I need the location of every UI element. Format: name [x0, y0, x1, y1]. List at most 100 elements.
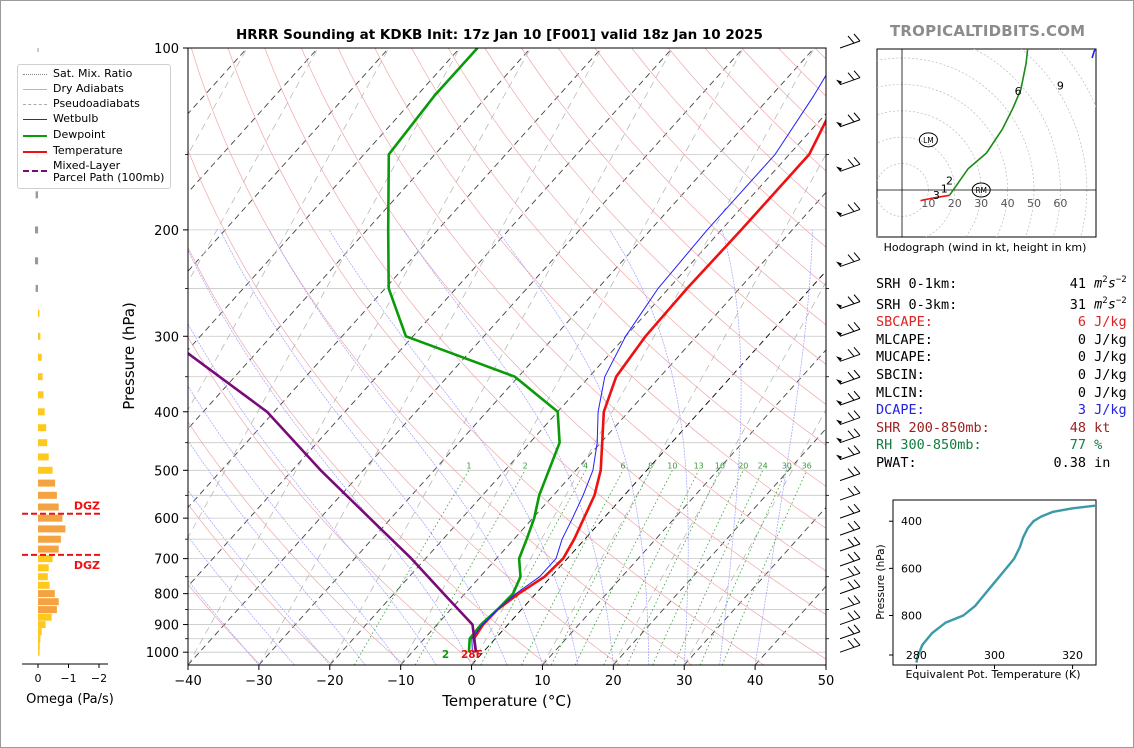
wind-barb: [839, 610, 861, 626]
legend-item-sat-mix-ratio: Sat. Mix. Ratio: [18, 67, 170, 82]
param-value: 0: [1077, 331, 1086, 348]
param-unit: J/kg: [1094, 384, 1127, 401]
isotherm: [329, 112, 826, 665]
dry-adiabat: [188, 336, 477, 665]
pseudoadiabat: [188, 385, 401, 665]
omega-bar: [38, 491, 57, 499]
legend-swatch: [23, 104, 47, 105]
mixing-ratio-line: [353, 470, 470, 665]
barb-feather: [847, 538, 855, 547]
param-value: 3: [1077, 402, 1086, 419]
barb-feather: [853, 202, 861, 210]
barb-feather: [847, 581, 855, 589]
pseudoadiabat-ref: [188, 48, 531, 665]
omega-bar: [38, 309, 40, 317]
legend: Sat. Mix. Ratio Dry Adiabats Pseudoadiab…: [17, 64, 171, 189]
wind-barb: [839, 33, 861, 49]
isotherm: [188, 48, 319, 194]
legend-swatch: [23, 170, 47, 172]
barb-feather: [847, 296, 855, 304]
theta-e-panel: 280 300 320 400 600 800 Equivalent Pot. Tempe…: [875, 499, 1097, 681]
param-unit: m2s−2: [1094, 275, 1127, 292]
barb-staff: [839, 602, 861, 611]
barb-feather: [847, 348, 855, 357]
barb-staff: [839, 543, 861, 552]
legend-swatch: [23, 74, 47, 75]
param-value: 48: [1069, 419, 1086, 436]
wind-barb: [839, 551, 861, 567]
dry-adiabat: [484, 48, 826, 405]
barb-flag: [836, 437, 842, 443]
wind-barb: [839, 579, 861, 595]
legend-label: Sat. Mix. Ratio: [53, 67, 133, 80]
barb-staff: [839, 376, 861, 385]
omega-bar: [38, 606, 57, 614]
barb-feather: [853, 624, 861, 633]
param-row-mucape: MUCAPE: 0 J/kg: [876, 349, 1127, 367]
barb-flag: [836, 121, 842, 127]
x-tick-label: 20: [605, 674, 622, 689]
omega-bar: [38, 613, 52, 621]
hodo-height-label: 1: [941, 183, 948, 196]
legend-label: Mixed-Layer Parcel Path (100mb): [53, 159, 165, 184]
barb-feather: [847, 430, 855, 438]
wind-barb: [839, 466, 861, 482]
barb-staff: [839, 119, 861, 128]
dgz-label: DGZ: [74, 559, 100, 572]
omega-bar: [38, 535, 61, 543]
pseudoadiabat: [188, 249, 472, 665]
barb-staff: [839, 631, 861, 640]
skewt-ylabel: Pressure (hPa): [120, 302, 138, 410]
barb-staff: [839, 208, 861, 217]
dry-adiabat: [374, 48, 826, 529]
mixing-ratio-line: [603, 470, 700, 665]
barb-staff: [839, 644, 861, 653]
barb-flag: [836, 419, 842, 425]
x-tick-label: −30: [245, 674, 272, 689]
omega-bar: [35, 226, 39, 234]
isotherm: [188, 48, 390, 272]
barb-feather: [853, 321, 861, 330]
barb-staff: [839, 77, 861, 86]
hodograph-frame: [876, 48, 1097, 238]
y-tick-label: 800: [154, 588, 179, 603]
barb-staff: [839, 510, 861, 519]
wind-barb: [836, 346, 861, 362]
omega-bar: [38, 408, 45, 416]
barb-feather: [847, 567, 855, 576]
param-unit: kt: [1094, 419, 1111, 436]
omega-bar: [38, 635, 41, 643]
param-unit: %: [1094, 437, 1103, 454]
legend-label: Wetbulb: [53, 112, 99, 125]
profile-wetbulb: [471, 74, 826, 653]
hodo-trace: [1023, 0, 1065, 39]
barb-staff: [839, 558, 861, 567]
mixing-ratio-label: 16: [715, 461, 725, 470]
x-tick-label: −20: [316, 674, 343, 689]
theta-e-y-tick-label: 600: [901, 562, 922, 575]
dgz-label: DGZ: [74, 500, 100, 513]
barb-feather: [847, 522, 855, 531]
param-value: 0: [1077, 384, 1086, 401]
legend-label: Dewpoint: [53, 128, 106, 141]
barb-staff: [839, 452, 861, 461]
barb-feather: [847, 323, 855, 332]
omega-x-tick-label: −2: [91, 672, 107, 685]
pseudoadiabat-ref: [329, 48, 673, 665]
mixing-ratio-label: 24: [758, 461, 768, 470]
barb-flag: [836, 261, 842, 267]
legend-item-temperature: Temperature: [18, 144, 170, 159]
pseudoadiabat-ref: [188, 48, 390, 411]
omega-bar: [38, 648, 40, 656]
hodo-ring-label: 50: [1027, 197, 1041, 210]
barb-feather: [853, 536, 861, 545]
param-value: 41: [1069, 275, 1086, 292]
skewt-xlabel: Temperature (°C): [441, 692, 571, 710]
omega-axes: 0 −1 −2: [35, 664, 107, 685]
pseudoadiabat-ref: [471, 48, 815, 665]
barb-feather: [847, 553, 855, 562]
pseudoadiabat: [188, 489, 331, 665]
legend-label: Dry Adiabats: [53, 82, 124, 95]
mixing-ratio-line: [673, 470, 764, 665]
barb-feather: [847, 371, 855, 380]
